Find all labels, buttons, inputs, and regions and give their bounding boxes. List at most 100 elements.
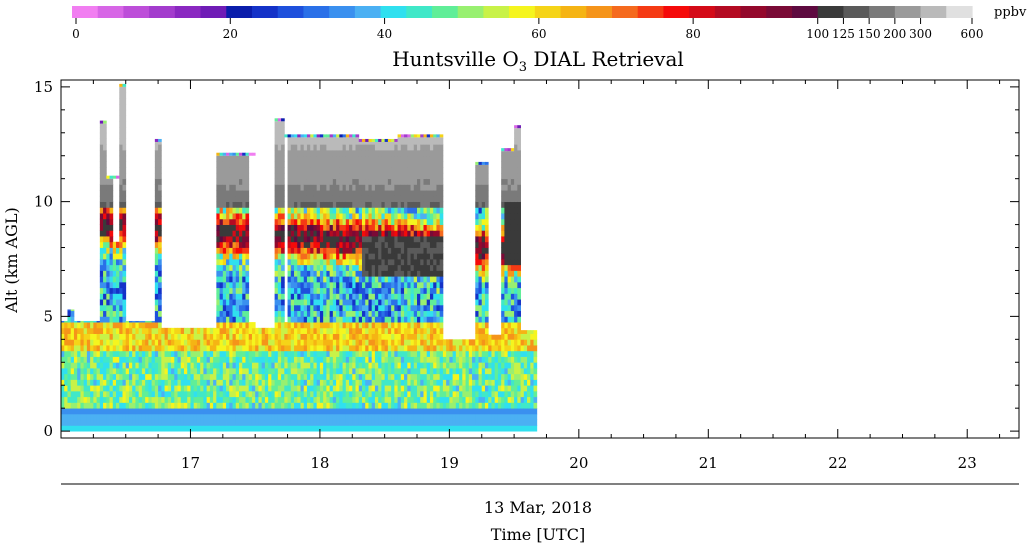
curtain-cell	[300, 379, 305, 386]
curtain-cell	[459, 413, 463, 421]
curtain-cell	[400, 270, 405, 277]
curtain-cell	[125, 320, 130, 323]
curtain-cell	[277, 419, 282, 426]
curtain-cell	[345, 379, 350, 386]
curtain-cell	[323, 419, 327, 426]
colorbar-swatch-15	[457, 6, 485, 18]
curtain-cell	[361, 207, 366, 214]
curtain-cell	[313, 270, 318, 277]
curtain-cell	[109, 316, 114, 323]
curtain-cell	[128, 339, 133, 346]
curtain-cell	[193, 396, 198, 403]
curtain-cell	[128, 390, 133, 398]
curtain-cell	[245, 172, 250, 180]
curtain-cell	[426, 195, 431, 203]
curtain-cell	[397, 327, 402, 334]
curtain-cell	[481, 264, 486, 271]
curtain-cell	[93, 373, 97, 380]
curtain-cell	[361, 304, 366, 312]
curtain-cell	[342, 322, 347, 329]
curtain-cell	[213, 350, 217, 357]
curtain-cell	[242, 287, 246, 294]
curtain-cell	[235, 356, 240, 363]
curtain-cell	[361, 190, 366, 197]
curtain-cell	[281, 138, 285, 145]
curtain-cell	[99, 253, 104, 260]
curtain-cell	[154, 218, 159, 225]
curtain-cap	[429, 134, 434, 138]
curtain-cell	[180, 350, 185, 357]
curtain-cell	[323, 149, 327, 157]
curtain-cell	[135, 339, 140, 346]
curtain-cell	[154, 345, 159, 352]
curtain-cell	[161, 396, 165, 403]
curtain-cell	[190, 345, 195, 352]
curtain-cell	[177, 356, 182, 363]
curtain-cell	[274, 385, 279, 392]
curtain-cell	[277, 396, 282, 403]
curtain-cell	[61, 345, 65, 352]
curtain-cell	[423, 201, 428, 208]
curtain-cell	[481, 425, 486, 432]
curtain-cell	[61, 385, 65, 392]
curtain-cell	[213, 390, 217, 398]
curtain-cell	[465, 402, 470, 409]
curtain-cell	[355, 419, 360, 426]
curtain-cell	[423, 137, 428, 139]
curtain-cell	[339, 304, 343, 312]
curtain-cell	[122, 390, 127, 398]
curtain-cell	[323, 253, 327, 260]
curtain-cell	[151, 425, 156, 432]
curtain-cell	[417, 144, 421, 151]
curtain-cell	[326, 178, 331, 185]
curtain-cell	[216, 172, 220, 180]
curtain-cell	[436, 385, 441, 392]
curtain-cell	[119, 178, 123, 185]
curtain-cell	[475, 253, 479, 260]
curtain-cell	[352, 172, 356, 180]
curtain-cell	[478, 425, 483, 432]
curtain-cell	[413, 178, 418, 185]
curtain-cell	[394, 287, 398, 294]
curtain-cell	[274, 236, 279, 243]
curtain-cell	[226, 350, 230, 357]
curtain-cell	[222, 253, 227, 260]
curtain-cell	[122, 138, 127, 145]
curtain-cell	[183, 390, 188, 398]
curtain-cell	[429, 310, 434, 317]
curtain-cell	[213, 327, 217, 334]
colorbar-tick-label: 20	[223, 27, 238, 41]
curtain-cell	[219, 425, 224, 432]
curtain-cell	[420, 247, 424, 254]
curtain-cell	[381, 322, 386, 329]
curtain-cap	[407, 134, 411, 138]
curtain-cell	[381, 161, 386, 168]
curtain-cell	[329, 184, 334, 191]
curtain-cell	[452, 379, 457, 386]
curtain-cell	[158, 379, 162, 386]
curtain-cell	[112, 247, 117, 254]
curtain-cell	[384, 201, 389, 208]
curtain-cell	[433, 230, 437, 237]
curtain-cell	[116, 287, 120, 294]
curtain-cell	[365, 201, 369, 208]
curtain-cell	[255, 419, 259, 426]
curtain-cell	[116, 368, 120, 375]
curtain-cell	[200, 327, 204, 334]
curtain-cell	[229, 172, 233, 180]
curtain-cell	[235, 172, 240, 180]
curtain-cell	[365, 167, 369, 174]
curtain-cell	[358, 385, 363, 392]
curtain-cell	[329, 281, 334, 289]
curtain-cell	[475, 385, 479, 392]
curtain-cell	[352, 161, 356, 168]
curtain-cell	[306, 402, 311, 409]
curtain-cell	[332, 190, 337, 197]
curtain-cell	[374, 345, 379, 352]
curtain-cell	[355, 281, 360, 289]
curtain-cell	[400, 137, 405, 139]
curtain-cell	[281, 213, 285, 220]
curtain-cell	[73, 362, 78, 369]
curtain-cell	[371, 413, 376, 421]
curtain-cell	[352, 304, 356, 312]
